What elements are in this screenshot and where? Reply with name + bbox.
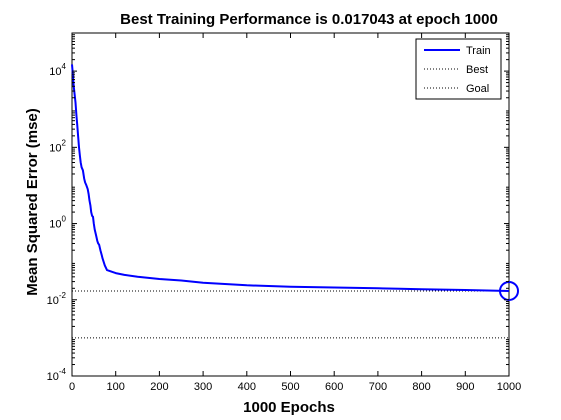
x-tick-label: 0 <box>69 381 75 393</box>
series-line-train <box>71 64 510 292</box>
x-tick-label: 200 <box>150 381 168 393</box>
x-tick-label: 800 <box>412 381 430 393</box>
y-tick-label: 102 <box>49 138 66 154</box>
y-tick-label: 10-4 <box>47 367 67 383</box>
y-tick-exponent: 4 <box>62 62 67 71</box>
y-tick-label: 100 <box>49 215 66 231</box>
y-tick-base: 10 <box>49 142 61 154</box>
x-tick-label: 500 <box>281 381 299 393</box>
legend: Train Best Goal <box>415 38 502 100</box>
x-tick-label: 1000 <box>497 381 521 393</box>
y-tick-exponent: 2 <box>62 138 67 147</box>
x-tick-label: 400 <box>238 381 256 393</box>
y-tick-label: 104 <box>49 62 66 78</box>
x-tick-label: 600 <box>325 381 343 393</box>
chart-title: Best Training Performance is 0.017043 at… <box>120 11 498 28</box>
legend-label-best: Best <box>466 64 488 76</box>
x-axis-title: 1000 Epochs <box>243 399 335 416</box>
x-tick-label: 300 <box>194 381 212 393</box>
x-tick-label: 100 <box>107 381 125 393</box>
x-tick-label: 700 <box>369 381 387 393</box>
y-tick-base: 10 <box>49 219 61 231</box>
y-tick-exponent: -4 <box>59 367 67 376</box>
legend-label-train: Train <box>466 45 491 57</box>
legend-label-goal: Goal <box>466 83 489 95</box>
y-tick-exponent: 0 <box>62 215 67 224</box>
y-tick-label: 10-2 <box>47 291 67 307</box>
y-tick-base: 10 <box>47 295 59 307</box>
y-tick-base: 10 <box>49 66 61 78</box>
y-tick-base: 10 <box>47 371 59 383</box>
x-tick-label: 900 <box>456 381 474 393</box>
y-tick-exponent: -2 <box>59 291 67 300</box>
y-axis-title: Mean Squared Error (mse) <box>24 108 41 296</box>
